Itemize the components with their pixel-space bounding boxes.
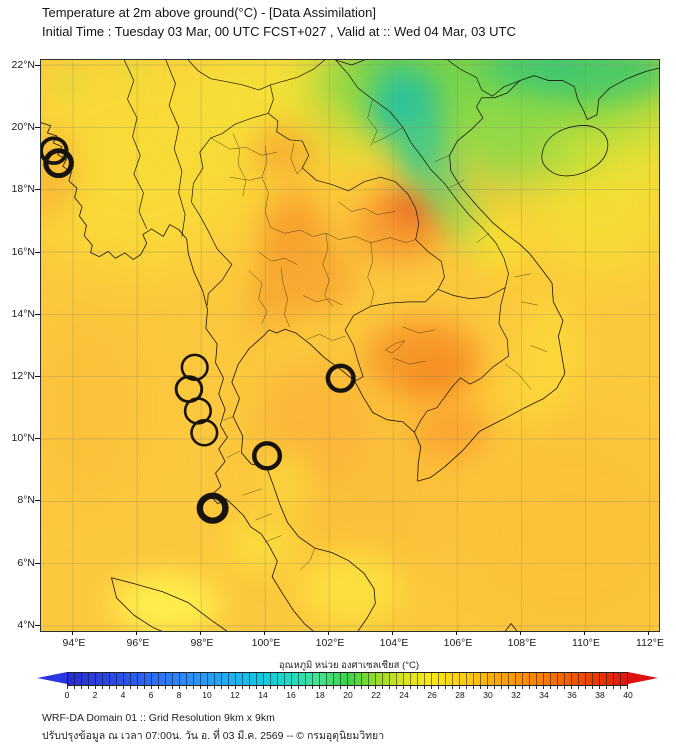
x-tick [648,631,649,635]
y-tick [35,65,40,66]
y-tick [35,127,40,128]
colorbar-tick: 40 [623,690,633,700]
lat-label: 16°N [11,246,35,258]
footer-domain-info: WRF-DA Domain 01 :: Grid Resolution 9km … [42,712,275,724]
colorbar-tick: 14 [258,690,268,700]
lon-label: 94°E [62,637,86,649]
country-borders [124,60,519,432]
lat-label: 10°N [11,432,35,444]
x-tick [264,631,265,635]
y-tick [35,500,40,501]
lat-label: 12°N [11,370,35,382]
colorbar-tick: 36 [567,690,577,700]
lat-label: 4°N [17,619,35,631]
colorbar-tick: 12 [230,690,240,700]
colorbar-tick: 4 [120,690,126,700]
page-title: Temperature at 2m above ground(°C) - [Da… [42,5,376,20]
temperature-map-svg [41,60,659,631]
colorbar-tick: 22 [371,690,381,700]
y-tick [35,438,40,439]
colorbar-tick: 16 [286,690,296,700]
colorbar-tick: 0 [64,690,70,700]
colorbar-tick: 26 [427,690,437,700]
colorbar-label: อุณหภูมิ หน่วย องศาเซลเซียส (°C) [278,660,420,671]
lon-label: 106°E [443,637,473,649]
colorbar-tick: 10 [202,690,212,700]
temperature-field [41,60,659,631]
lon-label: 102°E [315,637,345,649]
footer-update-info: ปรับปรุงข้อมูล ณ เวลา 07:00น. วัน อ. ที่… [42,730,385,742]
x-tick [328,631,329,635]
y-tick [35,314,40,315]
x-tick [520,631,521,635]
colorbar-tick: 24 [399,690,409,700]
lat-label: 8°N [17,494,35,506]
colorbar-tick: 38 [595,690,605,700]
colorbar-tick: 18 [315,690,325,700]
colorbar-tick: 20 [343,690,353,700]
lon-label: 108°E [507,637,537,649]
x-tick [392,631,393,635]
x-tick [72,631,73,635]
lon-label: 110°E [572,637,600,649]
y-tick [35,252,40,253]
lon-label: 112°E [636,637,664,649]
colorbar-tick: 2 [92,690,98,700]
x-tick [200,631,201,635]
x-tick [584,631,585,635]
colorbar-tick: 8 [176,690,182,700]
y-tick [35,625,40,626]
colorbar-tick: 28 [455,690,465,700]
coastlines [41,68,659,631]
x-tick [456,631,457,635]
colorbar-gradient [67,672,628,686]
colorbar-minor-ticks [67,686,628,689]
lat-label: 14°N [11,308,35,320]
map-plot-area [40,59,660,632]
colorbar-tick: 34 [539,690,549,700]
lon-label: 104°E [379,637,409,649]
lat-label: 20°N [11,121,35,133]
lon-label: 96°E [126,637,150,649]
y-tick [35,563,40,564]
lat-label: 18°N [11,183,35,195]
colorbar-tick: 6 [148,690,154,700]
lat-label: 22°N [11,59,35,71]
y-tick [35,376,40,377]
colorbar-right-arrow [628,672,658,684]
colorbar-tick: 30 [483,690,493,700]
lon-label: 100°E [251,637,281,649]
graticule-gridlines [41,60,659,631]
province-borders [211,99,547,570]
y-tick [35,189,40,190]
colorbar-left-arrow [37,672,67,684]
x-tick [136,631,137,635]
page-subtitle: Initial Time : Tuesday 03 Mar, 00 UTC FC… [42,24,516,39]
lat-label: 6°N [17,557,35,569]
colorbar-tick: 32 [511,690,521,700]
lon-label: 98°E [190,637,214,649]
